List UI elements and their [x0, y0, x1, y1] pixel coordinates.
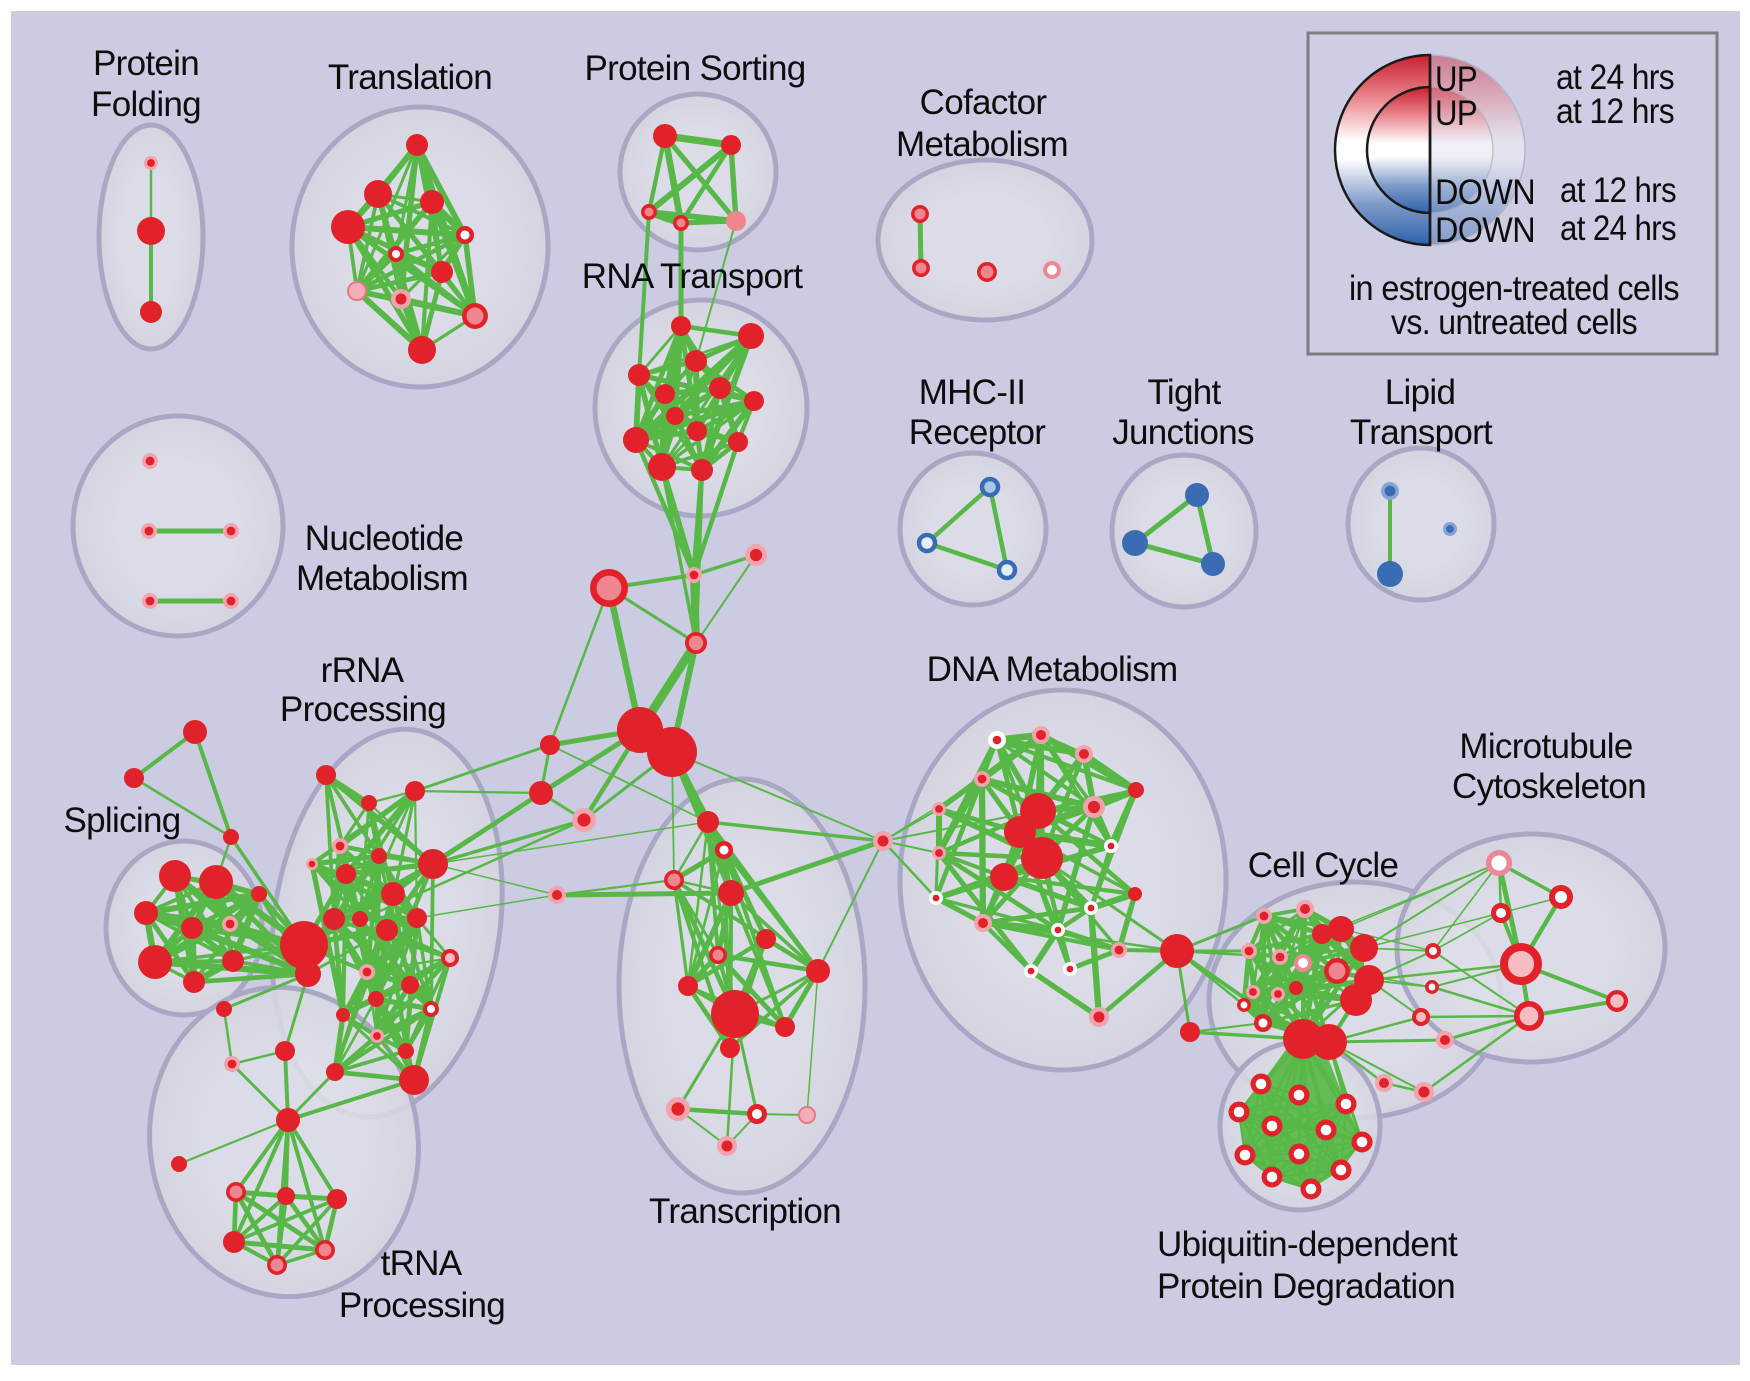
svg-text:at 24 hrs: at 24 hrs [1560, 209, 1676, 248]
svg-text:Cytoskeleton: Cytoskeleton [1452, 767, 1646, 806]
svg-text:at 12 hrs: at 12 hrs [1560, 171, 1676, 210]
svg-text:in estrogen-treated cells: in estrogen-treated cells [1349, 269, 1679, 308]
svg-text:Processing: Processing [280, 690, 446, 729]
svg-text:UP: UP [1435, 94, 1477, 133]
svg-text:Processing: Processing [339, 1286, 505, 1325]
svg-text:DOWN: DOWN [1435, 173, 1535, 212]
svg-text:Lipid: Lipid [1385, 373, 1455, 412]
svg-text:Ubiquitin-dependent: Ubiquitin-dependent [1157, 1225, 1458, 1264]
svg-text:DOWN: DOWN [1435, 211, 1535, 250]
svg-text:tRNA: tRNA [381, 1244, 463, 1283]
svg-text:Folding: Folding [91, 85, 201, 124]
svg-text:Translation: Translation [328, 58, 492, 97]
svg-text:Tight: Tight [1147, 373, 1221, 412]
svg-text:MHC-II: MHC-II [919, 373, 1026, 412]
svg-text:Junctions: Junctions [1112, 413, 1254, 452]
svg-text:at 12 hrs: at 12 hrs [1556, 92, 1674, 131]
svg-text:rRNA: rRNA [321, 651, 405, 690]
svg-text:Metabolism: Metabolism [296, 559, 468, 598]
svg-text:vs. untreated cells: vs. untreated cells [1391, 303, 1637, 342]
svg-text:Protein Sorting: Protein Sorting [584, 49, 805, 88]
svg-text:Protein: Protein [93, 44, 199, 83]
svg-text:Transport: Transport [1350, 413, 1493, 452]
svg-text:Metabolism: Metabolism [896, 125, 1068, 164]
svg-text:Cell Cycle: Cell Cycle [1248, 846, 1399, 885]
svg-text:RNA Transport: RNA Transport [582, 257, 803, 296]
svg-text:at 24 hrs: at 24 hrs [1556, 58, 1674, 97]
svg-text:UP: UP [1435, 60, 1477, 99]
svg-text:Microtubule: Microtubule [1459, 727, 1632, 766]
svg-text:DNA Metabolism: DNA Metabolism [927, 650, 1178, 689]
svg-text:Cofactor: Cofactor [920, 83, 1048, 122]
svg-text:Protein Degradation: Protein Degradation [1157, 1267, 1455, 1306]
svg-text:Splicing: Splicing [64, 801, 181, 840]
svg-text:Transcription: Transcription [649, 1192, 841, 1231]
svg-text:Receptor: Receptor [909, 413, 1046, 452]
svg-text:Nucleotide: Nucleotide [305, 519, 463, 558]
